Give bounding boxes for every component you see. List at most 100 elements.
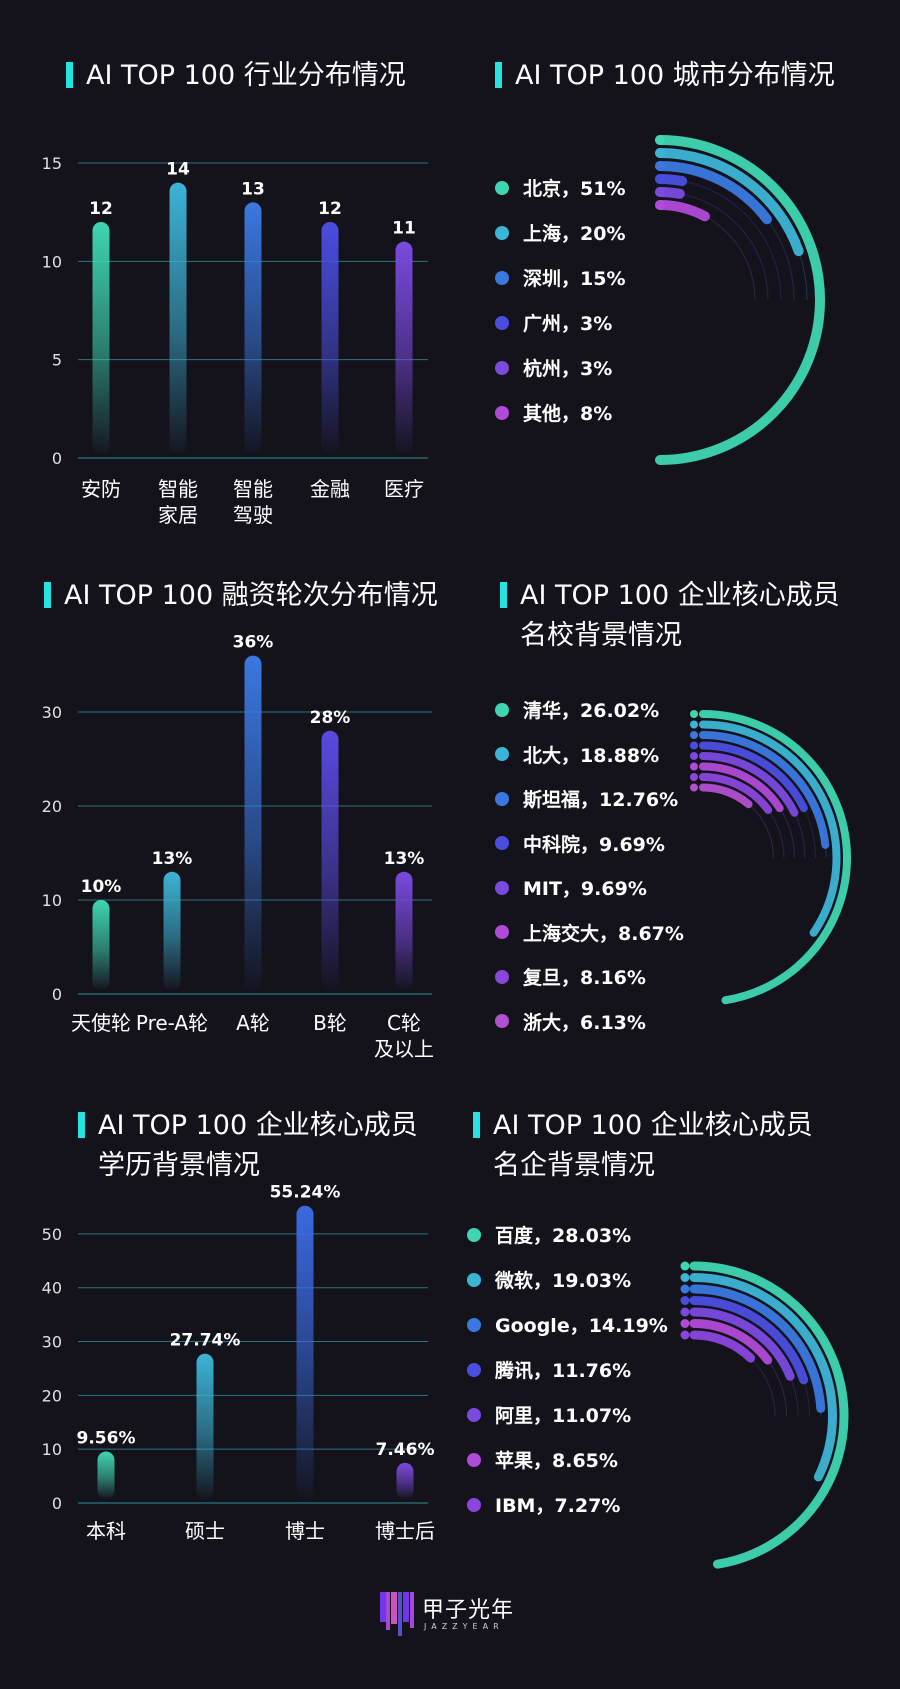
legend-label: MIT，9.69%	[523, 878, 647, 900]
arc-guide	[702, 734, 827, 859]
arc-start-dot	[655, 174, 665, 184]
brand-name: 甲子光年	[422, 1598, 515, 1623]
bar	[396, 1462, 414, 1499]
arc-segment	[689, 1307, 795, 1381]
logo-bar	[380, 1592, 386, 1622]
legend-item: 杭州，3%	[495, 354, 612, 381]
legend-swatch	[495, 747, 509, 761]
arc-segment	[699, 752, 799, 817]
school-title: AI TOP 100 企业核心成员 名校背景情况	[500, 576, 840, 656]
logo-mark-icon	[380, 1592, 414, 1636]
logo-bar	[403, 1592, 409, 1622]
legend-label: 复旦，8.16%	[523, 967, 646, 989]
arc-segment	[689, 1296, 809, 1385]
bar	[92, 222, 110, 454]
y-tick-label: 10	[42, 891, 62, 910]
legend-swatch	[467, 1407, 481, 1422]
industry-title: AI TOP 100 行业分布情况	[66, 56, 406, 96]
legend-swatch	[495, 791, 509, 806]
industry-title-text: AI TOP 100 行业分布情况	[86, 60, 406, 91]
x-category-label: 及以上	[374, 1037, 434, 1061]
legend-item: Google，14.19%	[467, 1311, 668, 1338]
arc-segment	[655, 148, 804, 257]
arc-guide	[693, 1334, 776, 1417]
bar-value-label: 28%	[310, 708, 351, 728]
legend-item: 斯坦福，12.76%	[495, 785, 678, 812]
x-category-label: 智能	[233, 477, 273, 501]
y-tick-label: 10	[42, 1440, 62, 1459]
arc-segment	[655, 161, 772, 225]
legend-swatch	[495, 180, 509, 195]
y-tick-label: 10	[42, 252, 62, 271]
arc-guide	[659, 165, 795, 301]
bar	[321, 222, 339, 454]
arc-start-dot	[690, 720, 698, 729]
education-title-line2: 学历背景情况	[98, 1150, 260, 1181]
arc-segment	[699, 731, 830, 849]
bar-value-label: 12	[89, 199, 113, 219]
legend-label: 广州，3%	[523, 313, 613, 335]
arc-guide	[702, 755, 806, 859]
arc-guide	[693, 1323, 787, 1417]
y-tick-label: 5	[52, 351, 62, 370]
x-category-label: 金融	[310, 477, 350, 501]
arc-guide	[702, 713, 848, 859]
arc-start-dot	[655, 161, 665, 171]
funding-title-text: AI TOP 100 融资轮次分布情况	[64, 580, 438, 611]
x-category-label: 安防	[81, 477, 121, 501]
arc-guide	[702, 776, 785, 859]
logo-bar	[398, 1592, 402, 1636]
x-category-label: 天使轮	[71, 1011, 131, 1035]
arc-start-dot	[690, 710, 698, 718]
arc-segment	[699, 773, 773, 814]
arc-segment	[699, 720, 841, 937]
company-title-line1: AI TOP 100 企业核心成员	[493, 1110, 813, 1141]
bar-value-label: 11	[392, 219, 416, 239]
legend-item: 北大，18.88%	[495, 741, 659, 768]
arc-guide	[702, 766, 795, 859]
legend-item: 上海交大，8.67%	[495, 919, 684, 946]
legend-swatch	[495, 405, 509, 420]
arc-start-dot	[680, 1296, 690, 1305]
arc-start-dot	[655, 148, 665, 158]
education-title: AI TOP 100 企业核心成员 学历背景情况	[78, 1106, 418, 1186]
x-category-label: 本科	[86, 1519, 126, 1543]
bar-value-label: 9.56%	[77, 1429, 136, 1449]
brand-name-en: JAZZYEAR	[424, 1622, 504, 1631]
legend-swatch	[467, 1362, 481, 1377]
jazzyear-logo: 甲子光年 JAZZYEAR	[378, 1588, 538, 1640]
logo-bar	[391, 1592, 397, 1624]
logo-bar	[386, 1592, 390, 1630]
legend-label: Google，14.19%	[495, 1315, 668, 1337]
bar	[395, 871, 413, 990]
bar-value-label: 55.24%	[270, 1183, 341, 1203]
legend-swatch	[495, 270, 509, 285]
x-category-label: 智能	[158, 477, 198, 501]
title-marker	[495, 62, 502, 88]
arc-start-dot	[680, 1273, 690, 1282]
y-tick-label: 30	[42, 1333, 62, 1352]
legend-item: 上海，20%	[495, 219, 625, 246]
city-arc-chart	[655, 135, 825, 465]
arc-guide	[659, 139, 821, 301]
bar	[169, 182, 187, 454]
legend-swatch	[467, 1227, 481, 1242]
legend-label: 阿里，11.07%	[495, 1405, 632, 1427]
legend-swatch	[467, 1497, 481, 1512]
arc-start-dot	[690, 773, 698, 781]
bar	[196, 1353, 214, 1499]
bar	[244, 202, 262, 454]
legend-label: 杭州，3%	[523, 358, 613, 380]
bar	[244, 655, 262, 990]
legend-swatch	[495, 1014, 509, 1028]
legend-label: 腾讯，11.76%	[495, 1360, 632, 1382]
bar-value-label: 27.74%	[170, 1331, 241, 1351]
legend-item: 微软，19.03%	[467, 1266, 631, 1293]
arc-guide	[693, 1265, 845, 1417]
legend-swatch	[495, 836, 509, 850]
company-title-line2: 名企背景情况	[493, 1150, 655, 1181]
arc-guide	[693, 1288, 822, 1417]
legend-label: 北京，51%	[523, 178, 626, 200]
arc-start-dot	[655, 135, 665, 145]
